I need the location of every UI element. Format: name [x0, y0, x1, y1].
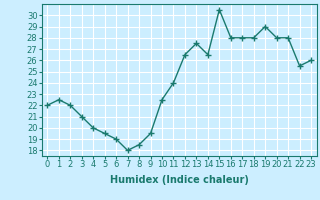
X-axis label: Humidex (Indice chaleur): Humidex (Indice chaleur): [110, 175, 249, 185]
